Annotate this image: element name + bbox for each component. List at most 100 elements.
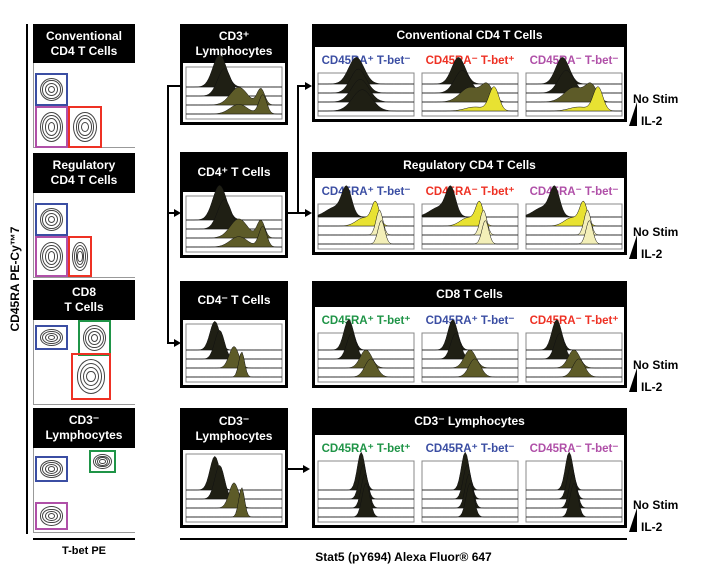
il2-gradient-wedge [629,235,637,259]
contour-plot [33,448,135,533]
contour-line [78,118,92,136]
contour-line [39,111,64,143]
contour-line [42,115,61,139]
subset-label: CD45RA⁺ T-bet⁺ [321,443,411,455]
contour-line [45,213,58,226]
histogram-olive [186,218,282,239]
subset-label: CD45RA⁺ T-bet⁻ [321,186,411,198]
contour-line [45,332,58,343]
contour-line [88,330,101,346]
subset-label: CD45RA⁺ T-bet⁻ [321,55,411,67]
contour-line [85,328,104,348]
arrow-icon [174,209,181,217]
contour-line [42,210,61,229]
contour-line [47,85,56,94]
x-axis-label-main: Stat5 (pY694) Alexa Fluor® 647 [315,550,492,564]
arrow-icon [174,339,181,347]
gate-red [68,236,92,277]
contour-line [95,455,110,468]
contour-line [42,462,61,476]
histogram-olive [186,351,282,378]
panel-title: CD8 T Cells [33,280,135,320]
subset-label: CD45RA⁻ T-bet⁺ [425,186,515,198]
il2-label: IL-2 [641,247,663,261]
il2-gradient-wedge [629,368,637,392]
gate-magenta [35,502,68,530]
il2-label: IL-2 [641,114,663,128]
arrow-icon [303,465,310,473]
contour-line [45,118,58,136]
contour-line [42,244,61,269]
histogram-olive [318,358,414,378]
gate-blue [35,456,68,482]
x-axis-line-left [33,538,135,540]
histogram-dark [526,70,622,94]
connector-line [167,85,180,87]
histogram-pale [526,209,622,236]
no-stim-label: No Stim [633,358,679,372]
contour-line [82,325,107,351]
histogram-olive [186,482,282,509]
histogram-dark [318,79,414,103]
gate-blue [35,203,68,236]
histogram-pale [422,220,518,245]
histogram-olive [422,349,518,369]
histogram-dark [526,57,622,85]
contour-line [39,207,64,232]
histogram [421,451,519,523]
x-axis-line-main [180,538,627,540]
contour-line [72,241,88,272]
no-stim-label: No Stim [633,225,679,239]
contour-line [47,512,56,520]
histogram-pale [318,220,414,245]
subset-label: CD45RA⁻ T-bet⁺ [425,55,515,67]
contour-line [90,333,99,343]
histogram [185,320,283,383]
subset-label: CD45RA⁺ T-bet⁺ [321,315,411,327]
histogram-dark [318,68,414,94]
contour-line [42,330,61,345]
contour-line [79,363,103,390]
contour-line [47,121,56,133]
subset-label: CD45RA⁻ T-bet⁻ [529,443,619,455]
no-stim-label: No Stim [633,92,679,106]
histogram-dark [186,185,282,221]
il2-label: IL-2 [641,520,663,534]
histogram [185,453,283,523]
no-stim-label: No Stim [633,498,679,512]
histogram [525,451,623,523]
histogram [421,319,519,383]
histogram-olive [422,358,518,378]
contour-line [45,248,58,265]
histogram [317,185,415,250]
arrow-icon [305,82,312,90]
histogram-olive [186,346,282,369]
connector-line [288,468,303,470]
panel-title: CD8 T Cells [312,281,627,307]
histogram-olive [186,94,282,115]
histogram [525,57,623,117]
histogram [185,185,283,253]
contour-line [99,458,106,465]
y-axis-line [26,24,28,534]
contour-line [42,508,61,524]
y-axis-label: CD45RA PE-Cy™7 [8,226,22,332]
contour-line [39,77,64,102]
histogram-dark [422,57,518,85]
gate-blue [35,73,68,106]
contour-line [39,241,64,272]
contour-plot [33,193,135,278]
contour-line [42,80,61,99]
subset-label: CD45RA⁻ T-bet⁺ [529,315,619,327]
connector-line [167,212,175,214]
contour-line [47,251,56,262]
gate-red [68,106,102,148]
connector-line [297,85,299,213]
gate-blue [35,325,68,350]
histogram-yellow [318,200,414,227]
panel-title: Conventional CD4 T Cells [312,24,627,47]
panel-title: Regulatory CD4 T Cells [33,153,135,193]
histogram-dark [422,70,518,94]
gate-red [71,353,111,400]
contour-line [76,359,106,394]
